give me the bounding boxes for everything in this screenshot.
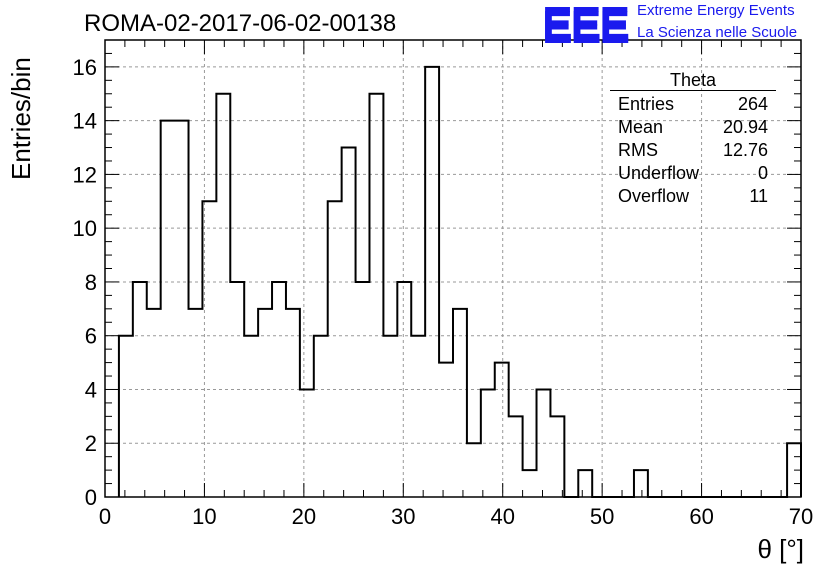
x-tick-label: 20 (292, 504, 316, 529)
x-tick-label: 50 (590, 504, 614, 529)
histogram-bin (119, 336, 133, 497)
histogram-bin (369, 94, 383, 497)
stats-row-overflow: Overflow 11 (610, 185, 776, 208)
histogram-bin (133, 282, 147, 497)
histogram-bin (383, 336, 397, 497)
stats-value: 12.76 (722, 140, 768, 160)
histogram-bin (495, 363, 509, 497)
stats-row-mean: Mean 20.94 (610, 116, 776, 139)
y-tick-label: 8 (85, 270, 97, 295)
x-tick-label: 10 (192, 504, 216, 529)
y-tick-label: 4 (85, 377, 97, 402)
y-tick-label: 10 (73, 216, 97, 241)
x-tick-label: 30 (391, 504, 415, 529)
eee-logo: EEE (542, 0, 630, 49)
stats-row-underflow: Underflow 0 (610, 162, 776, 185)
stats-row-rms: RMS 12.76 (610, 139, 776, 162)
histogram-bin (216, 94, 230, 497)
y-tick-label: 2 (85, 431, 97, 456)
logo-line-2: La Scienza nelle Scuole (637, 24, 798, 41)
histogram-bin (286, 309, 300, 497)
chart-title: ROMA-02-2017-06-02-00138 (84, 10, 397, 37)
stats-label: Underflow (618, 163, 700, 183)
histogram-bin (481, 389, 495, 497)
histogram-bin (411, 336, 425, 497)
x-axis-label: θ [°] (757, 534, 804, 564)
histogram-bin (175, 121, 189, 497)
y-tick-label: 16 (73, 55, 97, 80)
histogram-outline (117, 65, 802, 498)
histogram-bin (342, 148, 356, 497)
histogram-bin (453, 309, 467, 497)
y-tick-label: 0 (85, 485, 97, 510)
x-tick-label: 0 (99, 504, 111, 529)
histogram-bin (439, 363, 453, 497)
histogram-bin (550, 416, 564, 497)
logo-line-1: Extreme Energy Events (637, 2, 795, 19)
histogram-bin (634, 470, 648, 497)
x-tick-label: 70 (789, 504, 813, 529)
y-tick-label: 12 (73, 162, 97, 187)
histogram-bin (189, 309, 203, 497)
axes: 0 10 20 30 40 50 60 70 0 2 4 6 8 10 12 14 16 (73, 39, 813, 529)
histogram-bin (258, 309, 272, 497)
histogram-bin (314, 336, 328, 497)
histogram (117, 65, 802, 498)
stats-value: 20.94 (722, 117, 768, 137)
stats-value: 264 (737, 94, 768, 114)
stats-box: Theta Entries 264 Mean 20.94 RMS 12.76 U… (610, 70, 776, 208)
histogram-bin (578, 470, 592, 497)
stats-label: RMS (618, 140, 658, 160)
histogram-bin (161, 121, 175, 497)
histogram-bin (244, 336, 258, 497)
y-tick-label: 6 (85, 324, 97, 349)
histogram-bin (328, 201, 342, 497)
stats-label: Overflow (618, 186, 690, 206)
histogram-bin (467, 443, 481, 497)
stats-value: 0 (757, 163, 768, 183)
stats-label: Entries (618, 94, 675, 114)
histogram-bin (523, 470, 537, 497)
histogram-bin (509, 416, 523, 497)
stats-value: 11 (749, 186, 768, 206)
stats-title: Theta (610, 70, 776, 91)
histogram-bin (147, 309, 161, 497)
stats-label: Mean (618, 117, 664, 137)
x-tick-label: 60 (689, 504, 713, 529)
stats-row-entries: Entries 264 (610, 93, 776, 116)
y-tick-label: 14 (73, 109, 97, 134)
x-tick-label: 40 (490, 504, 514, 529)
y-axis-label: Entries/bin (6, 57, 36, 180)
